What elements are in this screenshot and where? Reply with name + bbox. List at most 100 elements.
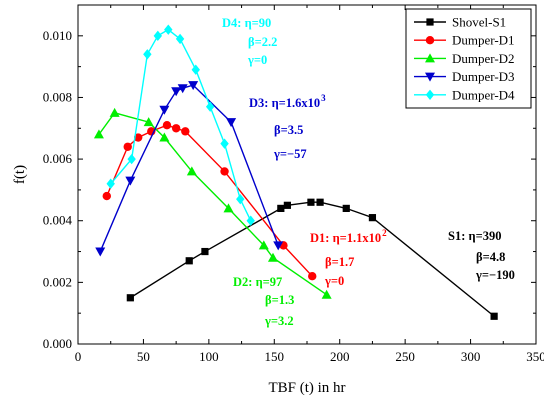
annotation-superscript: 3 — [321, 93, 326, 103]
annotation-line: γ=3.2 — [264, 314, 294, 328]
series-layer — [93, 24, 498, 320]
data-point — [171, 87, 182, 97]
data-point — [267, 252, 278, 262]
annotation-d2: D2: η=97 β=1.3 γ=3.2 — [233, 275, 294, 328]
series-line — [98, 112, 328, 296]
y-tick-label: 0.006 — [43, 151, 73, 166]
data-point — [342, 204, 350, 212]
data-point — [181, 127, 190, 136]
legend-label: Dumper-D2 — [452, 51, 515, 66]
y-tick-label: 0.000 — [43, 336, 72, 351]
annotation-d1: D1: η=1.1x10 2 β=1.7 γ=0 — [310, 228, 387, 288]
annotation-d3: D3: η=1.6x10 3 β=3.5 γ=−57 — [249, 93, 326, 161]
data-point — [220, 167, 229, 176]
x-tick-label: 350 — [526, 349, 544, 364]
series-shovel-s1 — [126, 198, 498, 320]
data-point — [102, 191, 111, 201]
data-point — [273, 241, 284, 251]
legend-label: Dumper-D4 — [452, 87, 515, 102]
series-dumper-d4 — [106, 24, 255, 226]
annotation-line: β=1.7 — [325, 255, 354, 269]
data-point — [177, 84, 188, 94]
legend-entry: Dumper-D3 — [414, 69, 515, 84]
data-point — [125, 176, 136, 186]
series-line — [129, 201, 495, 317]
data-point — [201, 247, 209, 256]
data-point — [159, 105, 170, 115]
x-tick-label: 100 — [199, 349, 219, 364]
x-axis: 0 50 100 150 200 250 300 350 — [75, 5, 544, 364]
legend-swatch-marker — [425, 72, 435, 82]
data-point — [127, 153, 136, 165]
annotation-line: D3: η=1.6x10 — [249, 96, 320, 110]
x-tick-label: 200 — [330, 349, 350, 364]
annotation-line: γ=0 — [247, 53, 267, 67]
y-axis-title: f(t) — [12, 165, 28, 184]
x-tick-label: 150 — [265, 349, 285, 364]
data-point — [258, 240, 269, 250]
data-point — [109, 107, 120, 117]
legend-entry: Shovel-S1 — [414, 15, 506, 30]
annotation-layer: D4: η=90β=2.2γ=0D3: η=1.6x10 3β=3.5γ=−57D… — [222, 16, 515, 328]
data-point — [490, 312, 498, 320]
legend-swatch-marker — [426, 18, 434, 26]
data-point — [246, 215, 255, 226]
series-dumper-d2 — [93, 107, 332, 299]
annotation-s1: S1: η=390 β=4.8 γ=−190 — [448, 229, 515, 282]
data-point — [223, 203, 234, 213]
data-point — [95, 247, 106, 257]
legend-entry: Dumper-D1 — [414, 33, 515, 48]
x-tick-label: 250 — [395, 349, 415, 364]
data-point — [162, 120, 172, 130]
data-point — [220, 138, 229, 149]
annotation-line: D4: η=90 — [222, 16, 271, 30]
data-point — [277, 204, 285, 212]
y-tick-label: 0.002 — [43, 274, 72, 289]
data-point — [143, 49, 152, 60]
x-tick-label: 50 — [137, 349, 150, 364]
data-point — [186, 166, 197, 176]
data-point — [191, 64, 200, 75]
annotation-line: γ=−57 — [273, 147, 307, 161]
data-point — [143, 117, 154, 127]
y-tick-label: 0.004 — [43, 213, 73, 228]
data-point — [226, 118, 237, 128]
data-point — [308, 272, 317, 281]
annotation-superscript: 2 — [382, 228, 387, 238]
annotation-line: β=3.5 — [274, 123, 303, 137]
y-axis: 0.000 0.002 0.004 0.006 0.008 0.010 — [43, 28, 536, 351]
data-point — [236, 193, 245, 205]
x-axis-title: TBF (t) in hr — [268, 380, 345, 396]
legend-entry: Dumper-D2 — [414, 51, 515, 66]
data-point — [185, 257, 193, 265]
annotation-d4: D4: η=90 β=2.2 γ=0 — [222, 16, 277, 67]
data-point — [133, 133, 143, 142]
data-point — [205, 101, 215, 112]
annotation-line: γ=0 — [324, 274, 344, 288]
series-line — [110, 28, 252, 222]
series-line — [106, 124, 313, 277]
legend-swatch-marker — [425, 53, 435, 63]
data-point — [126, 294, 134, 302]
legend-label: Dumper-D3 — [452, 69, 515, 84]
data-point — [164, 24, 173, 35]
data-point — [316, 198, 324, 206]
legend-label: Dumper-D1 — [452, 33, 515, 48]
data-point — [188, 81, 199, 91]
legend-swatch-marker — [425, 89, 435, 100]
annotation-line: S1: η=390 — [448, 229, 501, 243]
data-point — [368, 214, 377, 222]
x-tick-label: 300 — [461, 349, 481, 364]
series-dumper-d3 — [95, 81, 284, 257]
data-point — [307, 198, 315, 206]
annotation-line: γ=−190 — [475, 268, 515, 282]
annotation-line: β=1.3 — [265, 293, 294, 307]
data-point — [283, 201, 291, 209]
legend-swatch-marker — [425, 36, 435, 45]
y-tick-label: 0.010 — [43, 28, 72, 43]
legend-entry: Dumper-D4 — [414, 87, 515, 102]
legend-label: Shovel-S1 — [452, 15, 506, 30]
data-point — [175, 33, 185, 45]
y-tick-label: 0.008 — [43, 89, 72, 104]
